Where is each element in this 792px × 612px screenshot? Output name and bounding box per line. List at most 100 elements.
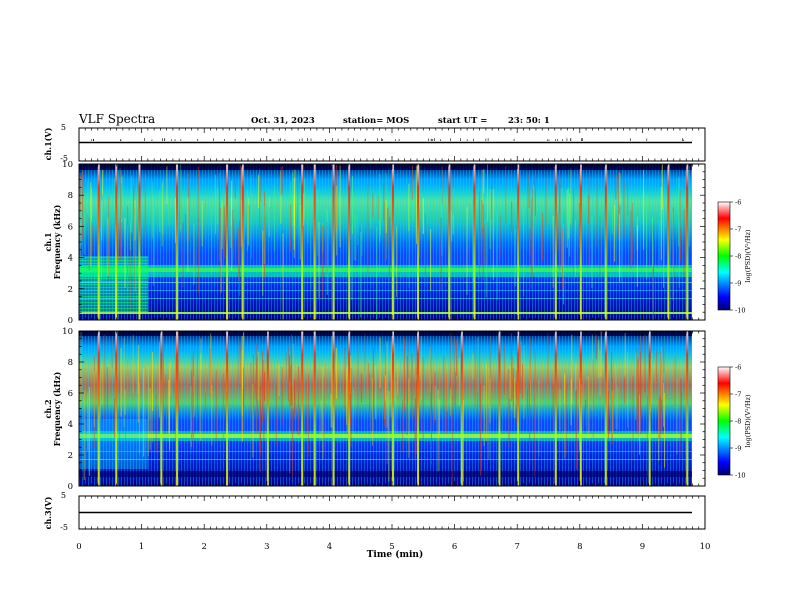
spectrogram-streak xyxy=(566,189,568,248)
x-tick-label: 6 xyxy=(452,542,457,552)
y-tick-label: 4 xyxy=(68,420,73,430)
spectrogram-streak xyxy=(335,348,337,399)
time-axis-labels: 0 1 2 3 4 5 6 7 8 9 10 xyxy=(76,542,710,552)
spectrogram-streak xyxy=(99,364,101,419)
spectrogram-streak xyxy=(220,208,222,294)
spectrogram-streak xyxy=(522,364,524,399)
spectrogram-streak xyxy=(290,204,292,252)
spectrogram-streak xyxy=(453,333,455,405)
spectrogram-streak xyxy=(119,168,121,218)
spectrogram-streak xyxy=(394,343,396,402)
spectrogram-streak xyxy=(639,395,641,455)
sferic-mark xyxy=(392,164,394,320)
spectrogram-streak xyxy=(511,201,513,232)
spectrogram-streak xyxy=(133,185,135,240)
spectrogram-streak xyxy=(511,359,513,410)
colorbar-tick-label: -6 xyxy=(735,199,741,207)
spectrogram-streak xyxy=(651,353,653,404)
ch3-ytick-top: 5 xyxy=(61,491,66,500)
spectrogram-streak xyxy=(411,353,413,420)
spectrogram-streak xyxy=(281,367,283,426)
spectrogram-streak xyxy=(292,172,294,227)
spectrogram-streak xyxy=(564,373,566,459)
spectrogram-streak xyxy=(559,178,561,271)
spectrogram-streak xyxy=(491,183,493,220)
spectrogram-streak xyxy=(489,378,491,424)
spectrogram-streak xyxy=(557,212,559,251)
spectrogram-streak xyxy=(561,188,563,277)
sferic-mark xyxy=(301,164,304,320)
spectrogram-streak xyxy=(520,341,522,376)
sferic-mark xyxy=(604,331,607,486)
spectrogram-streak xyxy=(107,217,109,276)
spectrogram-streak xyxy=(79,175,81,212)
spectrogram-streak xyxy=(412,180,414,222)
sferic-mark xyxy=(686,331,689,486)
spectrogram-streak xyxy=(108,196,110,278)
colorbar-tick-label: -7 xyxy=(735,391,741,399)
spectrogram-streak xyxy=(294,378,296,415)
spectrogram-streak xyxy=(458,358,460,406)
spectrogram-streak xyxy=(344,346,346,410)
spectrogram-streak xyxy=(144,173,146,246)
spectrogram-streak xyxy=(673,229,675,313)
spectrogram-streak xyxy=(200,338,202,371)
spectrogram-streak xyxy=(248,205,250,238)
spectrogram-streak xyxy=(487,164,489,222)
spectrogram-streak xyxy=(680,391,682,441)
spectrogram-streak xyxy=(388,391,390,482)
spectrogram-streak xyxy=(166,165,168,205)
spectrogram-streak xyxy=(310,201,312,289)
ch1-voltage-ylabel: ch.1(V) xyxy=(43,127,53,160)
spectrogram-streak xyxy=(679,228,681,260)
spectrogram-streak xyxy=(479,383,481,476)
spectrogram-streak xyxy=(652,217,654,270)
spectrogram-streak xyxy=(476,338,478,430)
spectrogram-streak xyxy=(570,379,572,426)
spectrogram-streak xyxy=(288,345,290,402)
spectrogram-streak xyxy=(88,218,90,271)
spectrogram-streak xyxy=(446,372,448,412)
sferic-mark xyxy=(473,164,476,320)
spectrogram-streak xyxy=(449,333,451,395)
spectrogram-streak xyxy=(472,194,474,283)
spectrogram-streak xyxy=(532,187,534,277)
spectrogram-streak xyxy=(661,387,663,435)
spectrogram-streak xyxy=(239,220,241,297)
spectrogram-streak xyxy=(231,209,233,249)
spectrogram-streak xyxy=(578,378,580,451)
spectrogram-streak xyxy=(483,169,485,193)
spectrogram-streak xyxy=(268,197,270,237)
spectrogram-streak xyxy=(326,221,328,275)
sferic-mark xyxy=(97,164,100,320)
spectrogram-streak xyxy=(322,225,324,300)
ch2-spectrogram-panel: 0 2 4 6 8 10 ch.2 Frequency (kHz) -6 -7 -8 -9 -10… xyxy=(43,327,752,492)
spectrogram-streak xyxy=(188,172,190,198)
spectrogram-streak xyxy=(599,349,601,397)
ch2-frequency-axis: 0 2 4 6 8 10 xyxy=(62,327,705,492)
spectrogram-streak xyxy=(151,351,153,412)
x-tick-label: 3 xyxy=(264,542,269,552)
colorbar-tick-label: -9 xyxy=(735,445,741,453)
spectrogram-streak xyxy=(663,339,665,374)
spectrogram-streak xyxy=(347,365,349,432)
spectrogram-streak xyxy=(369,373,371,435)
spectrogram-streak xyxy=(680,378,682,459)
spectrogram-streak xyxy=(479,191,481,268)
spectrogram-streak xyxy=(452,187,454,235)
spectrogram-streak xyxy=(282,233,284,320)
ch1-ytick-top: 5 xyxy=(61,123,66,132)
y-tick-label: 0 xyxy=(68,316,73,326)
spectrogram-streak xyxy=(620,210,622,284)
spectrogram-streak xyxy=(80,178,82,246)
spectrogram-streak xyxy=(547,332,549,385)
spectrogram-streak xyxy=(371,377,373,446)
spectrogram-streak xyxy=(182,222,184,288)
spectrogram-streak xyxy=(376,226,378,320)
spectrogram-streak xyxy=(637,359,639,420)
spectrogram-streak xyxy=(370,199,372,229)
spectrogram-streak xyxy=(659,352,661,430)
y-tick-label: 0 xyxy=(68,482,73,492)
spectrogram-streak xyxy=(147,366,149,457)
spectrogram-streak xyxy=(483,385,485,447)
